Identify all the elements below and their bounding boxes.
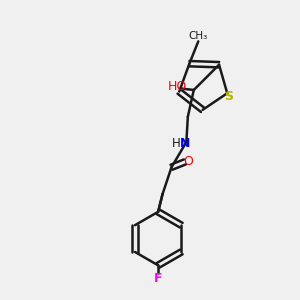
Text: O: O (183, 155, 193, 168)
Text: CH₃: CH₃ (189, 31, 208, 41)
Text: F: F (154, 272, 162, 285)
Text: N: N (180, 137, 190, 150)
Text: HO: HO (168, 80, 187, 94)
Text: S: S (224, 90, 233, 103)
Text: H: H (172, 137, 180, 150)
